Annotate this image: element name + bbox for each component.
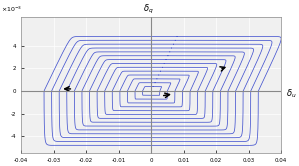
- Text: $\times 10^{-3}$: $\times 10^{-3}$: [1, 5, 22, 14]
- Text: $\delta_q$: $\delta_q$: [143, 3, 154, 16]
- Text: $\delta_u$: $\delta_u$: [286, 87, 297, 100]
